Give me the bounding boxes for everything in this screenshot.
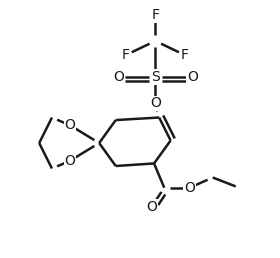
Text: F: F — [151, 9, 159, 22]
Text: O: O — [64, 118, 75, 132]
Text: O: O — [184, 181, 195, 195]
Text: O: O — [113, 70, 124, 84]
Text: O: O — [64, 154, 75, 168]
Text: F: F — [181, 48, 189, 62]
Text: O: O — [150, 96, 161, 110]
Text: O: O — [187, 70, 198, 84]
Text: O: O — [146, 200, 157, 214]
Text: F: F — [122, 48, 130, 62]
Text: S: S — [151, 70, 160, 84]
